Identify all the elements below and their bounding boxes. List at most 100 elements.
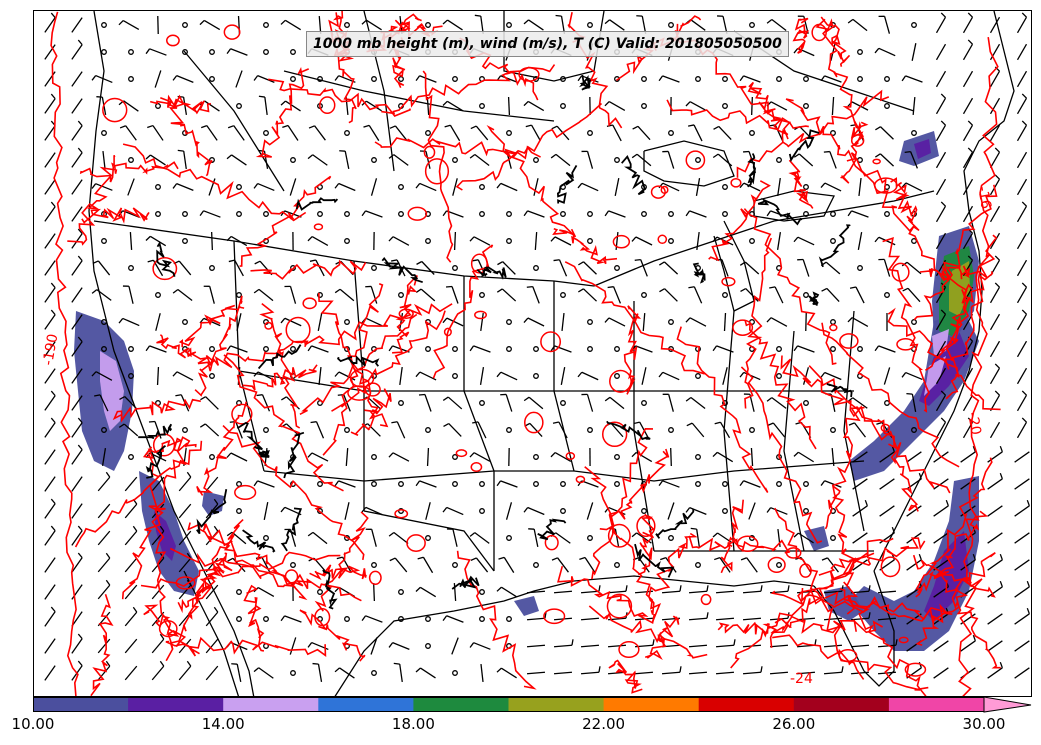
calm-wind-marker <box>560 292 566 298</box>
wind-barb <box>97 638 111 654</box>
height-contour <box>381 256 423 284</box>
wind-barb <box>533 529 539 547</box>
wind-barb <box>284 317 302 327</box>
wind-barb <box>797 236 815 246</box>
wind-barb <box>178 665 192 681</box>
wind-barb <box>399 366 403 386</box>
temperature-contour <box>780 355 880 423</box>
temperature-contour-loop <box>234 484 257 500</box>
wind-barb <box>642 312 646 332</box>
calm-wind-marker <box>533 562 539 568</box>
temperature-contour <box>915 457 993 598</box>
temperature-contour <box>374 137 541 160</box>
calm-wind-marker <box>614 454 620 460</box>
temperature-contour <box>743 208 837 365</box>
wind-barb <box>607 590 627 594</box>
wind-barb <box>798 153 814 167</box>
wind-barb-flag <box>712 532 718 538</box>
wind-barb <box>850 644 870 648</box>
calm-wind-marker <box>371 265 377 271</box>
wind-barb <box>338 371 356 381</box>
temperature-contour <box>223 354 344 492</box>
wind-barb-flag <box>847 18 854 24</box>
wind-barb <box>962 151 974 169</box>
wind-barb <box>880 126 894 140</box>
wind-barb <box>71 260 83 276</box>
calm-wind-marker <box>263 22 269 28</box>
wind-barb <box>231 531 247 545</box>
wind-barb <box>1014 613 1030 625</box>
wind-barb <box>688 617 708 621</box>
wind-barb-flag <box>389 557 396 562</box>
wind-barb <box>97 557 111 573</box>
calm-wind-marker <box>722 481 728 487</box>
wind-barb-flag <box>793 153 800 158</box>
wind-barb <box>608 317 626 327</box>
temperature-contour-loop <box>891 262 910 282</box>
calm-wind-marker <box>317 589 323 595</box>
wind-barb <box>452 178 458 196</box>
wind-barb <box>912 96 916 116</box>
wind-barb <box>987 505 1003 517</box>
wind-barb <box>935 421 947 439</box>
wind-barb-flag <box>1021 309 1027 315</box>
calm-wind-marker <box>749 22 755 28</box>
wind-barb-flag <box>793 236 799 243</box>
wind-barb-flag <box>706 585 709 592</box>
wind-barb <box>1016 340 1028 358</box>
calm-wind-marker <box>830 535 836 541</box>
boundary-line <box>183 50 285 192</box>
contour-label-east: -20 <box>964 411 984 436</box>
wind-barb-flag <box>550 452 556 458</box>
temperature-contour <box>177 559 233 614</box>
wind-barb-flag <box>91 183 97 189</box>
wind-barb <box>1016 421 1028 439</box>
temperature-contour <box>792 17 810 54</box>
wind-barb-flag <box>253 667 260 673</box>
wind-barb-flag <box>213 525 219 532</box>
wind-barb-flag <box>77 39 83 46</box>
wind-barb <box>583 288 597 302</box>
wind-barb <box>151 584 165 600</box>
calm-wind-marker <box>506 346 512 352</box>
wind-barb <box>473 345 491 353</box>
wind-barb-flag <box>200 396 206 401</box>
wind-barb <box>368 125 380 141</box>
wind-barb-flag <box>652 639 655 646</box>
colorbar-tick-label: 14.00 <box>201 715 245 733</box>
calm-wind-marker <box>911 427 917 433</box>
temperature-contour <box>958 36 999 696</box>
temperature-contour <box>422 70 454 263</box>
colorbar-segment <box>128 697 224 712</box>
wind-barb-flag <box>604 101 610 107</box>
calm-wind-marker <box>236 211 242 217</box>
calm-wind-marker <box>425 616 431 622</box>
boundary-line <box>593 190 935 287</box>
wind-barb-flag <box>551 557 558 561</box>
wind-barb-flag <box>967 39 973 45</box>
temperature-contour-loop <box>607 523 631 548</box>
calm-wind-marker <box>668 22 674 28</box>
temperature-contour <box>81 207 150 224</box>
wind-barb <box>584 557 596 573</box>
wind-barb <box>1014 478 1030 490</box>
wind-barb <box>314 125 326 141</box>
wind-barb-flag <box>874 47 880 54</box>
wind-barb-flag <box>999 580 1003 588</box>
temperature-contour-loop <box>540 331 562 353</box>
wind-barb <box>258 288 274 302</box>
wind-barb-flag <box>280 210 286 217</box>
calm-wind-marker <box>263 49 269 55</box>
calm-wind-marker <box>587 346 593 352</box>
height-contour <box>257 344 302 370</box>
calm-wind-marker <box>776 157 782 163</box>
wind-barb <box>154 70 162 88</box>
wind-barb-flag <box>94 394 101 397</box>
calm-wind-marker <box>695 454 701 460</box>
temperature-contour-loop <box>543 608 566 625</box>
wind-barb-flag <box>442 317 448 324</box>
calm-wind-marker <box>425 238 431 244</box>
wind-barb-flag <box>388 345 394 352</box>
height-contour <box>283 431 305 479</box>
calm-wind-marker <box>182 238 188 244</box>
